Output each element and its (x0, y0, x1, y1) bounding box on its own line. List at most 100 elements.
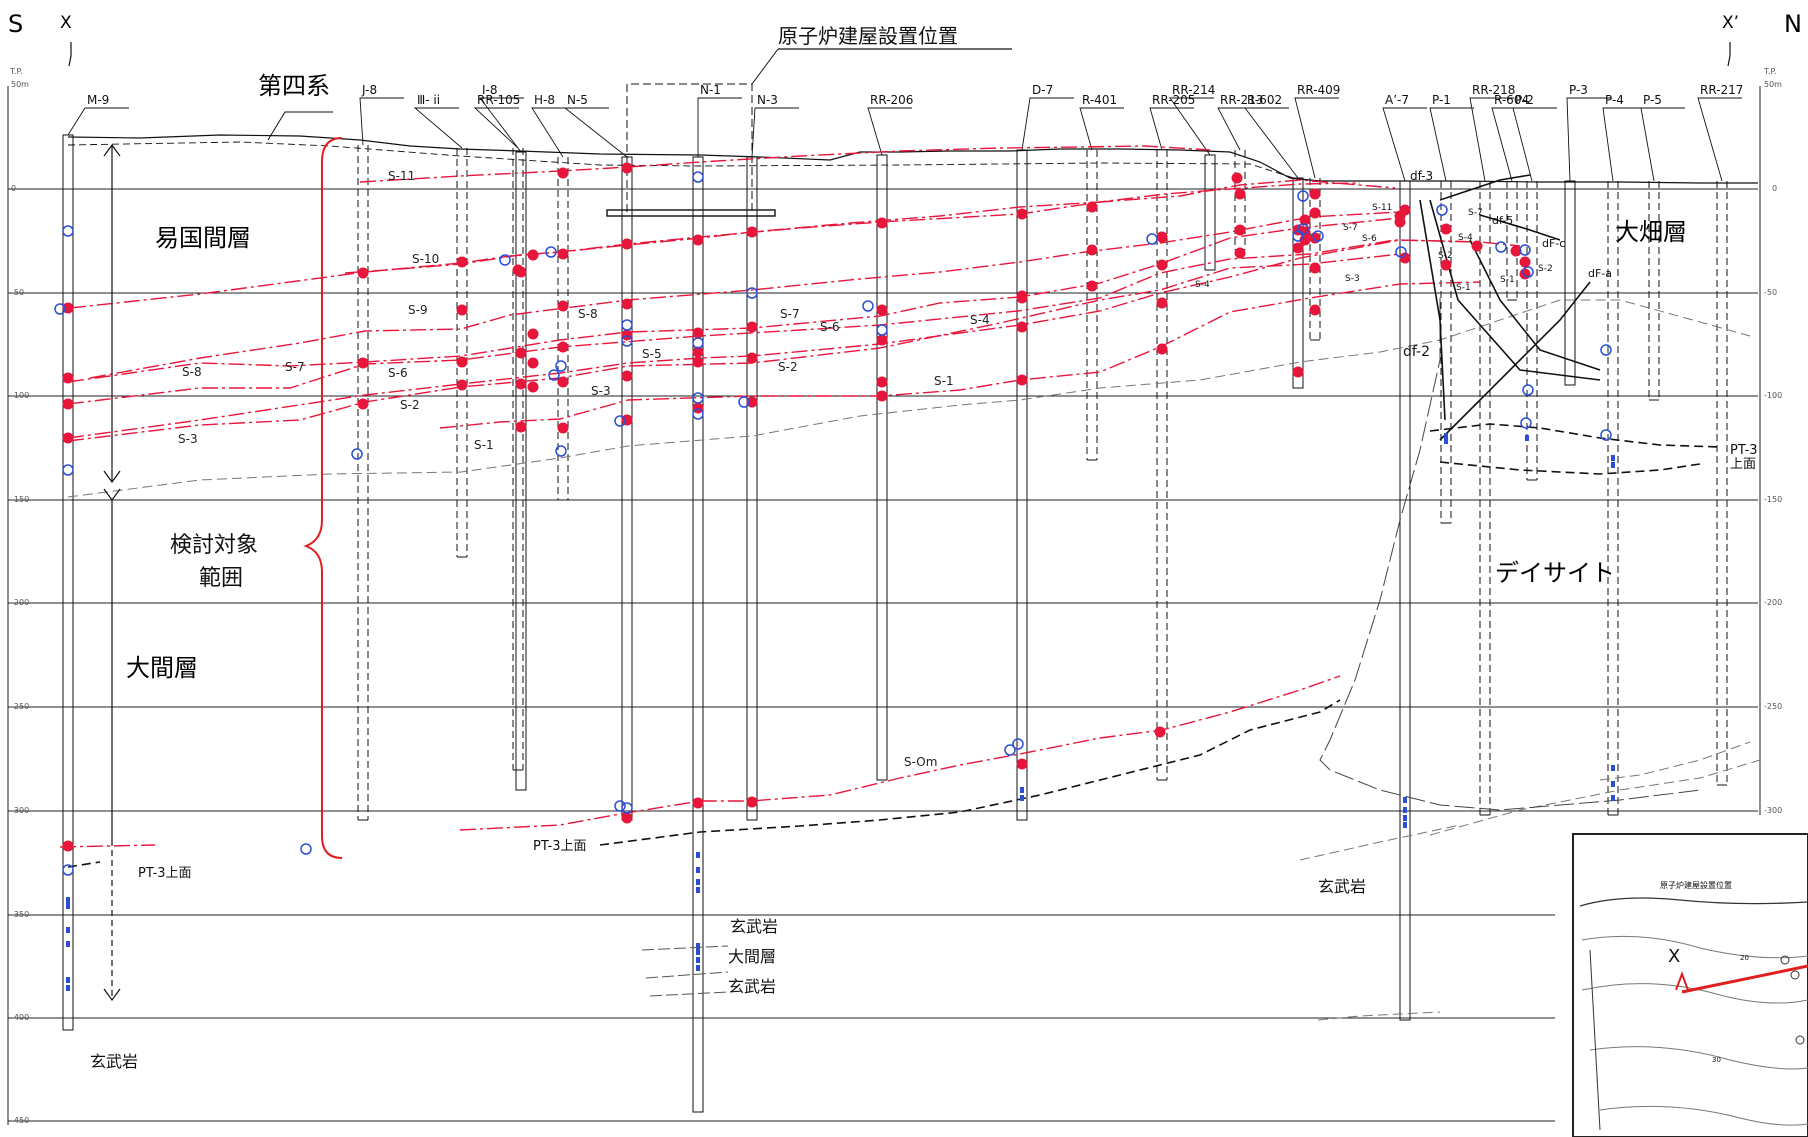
layer-label-s7-right: S-7 (1343, 223, 1358, 233)
tuff-sample-marker (876, 217, 888, 229)
tuff-sample-marker (1086, 244, 1098, 256)
borehole-1: M-9 (62, 93, 129, 1031)
tuff-sample-marker (1519, 256, 1531, 268)
borehole-8: N-1 (692, 83, 742, 1113)
tuff-sample-marker (621, 812, 633, 824)
core-sample-point (66, 985, 70, 991)
tuff-sample-marker (1510, 245, 1522, 257)
core-sample-point (66, 927, 70, 933)
elevation-grid (7, 86, 1761, 1125)
tick-left: -100 (11, 391, 29, 400)
tuff-sample-marker (1309, 188, 1321, 200)
layer-label-s6-right: S-6 (1362, 234, 1377, 244)
tuff-sample-marker (1440, 223, 1452, 235)
borehole-18: A’-7 (1382, 93, 1427, 1021)
tuff-sample-marker (621, 238, 633, 250)
tuff-sample-marker (1016, 208, 1028, 220)
sample-location-marker (555, 445, 567, 457)
section-mark-tick-right (1727, 42, 1731, 67)
layer-label-s3-mid: S-3 (591, 384, 611, 398)
sample-location-marker (1297, 190, 1309, 202)
tuff-sample-marker (357, 267, 369, 279)
tuff-sample-marker (692, 234, 704, 246)
tuff-sample-marker (746, 321, 758, 333)
basalt-label-left: 玄武岩 (90, 1052, 138, 1071)
tuff-sample-marker (557, 300, 569, 312)
tuff-sample-marker (1440, 259, 1452, 271)
fault-label-dfa: dF-a (1588, 267, 1612, 280)
borehole-10: RR-206 (867, 93, 913, 781)
sample-location-marker (62, 464, 74, 476)
sample-location-marker (54, 303, 66, 315)
layer-labels: S-11 S-10 S-9 S-8 S-8 S-7 S-7 S-6 S-6 S-… (178, 169, 1553, 769)
layer-label-s9: S-9 (408, 303, 428, 317)
tick-left: -350 (11, 910, 29, 919)
tuff-sample-marker (876, 390, 888, 402)
core-sample-point (1444, 438, 1448, 444)
tuff-sample-marker (621, 370, 633, 382)
tuff-sample-marker (1519, 268, 1531, 280)
section-mark-x-prime: X’ (1722, 13, 1739, 33)
borehole-5: I-8 (479, 83, 527, 791)
tuff-sample-marker (746, 796, 758, 808)
tuff-sample-marker (1299, 214, 1311, 226)
tuff-sample-marker (1234, 247, 1246, 259)
tuff-sample-marker (456, 256, 468, 268)
tuff-sample-marker (62, 840, 74, 852)
tuff-sample-marker (1234, 224, 1246, 236)
core-sample-point (1403, 815, 1407, 821)
layer-label-s6: S-6 (820, 320, 840, 334)
tuff-sample-marker (456, 356, 468, 368)
borehole-13: RR-205 (1149, 93, 1195, 781)
reactor-building: 原子炉建屋設置位置 (606, 24, 1012, 217)
borehole-label: RR-218 (1472, 83, 1515, 97)
borehole-7: N-5 (563, 93, 633, 821)
tuff-sample-marker (692, 346, 704, 358)
sample-location-marker (1522, 266, 1534, 278)
layer-label-s2: S-2 (778, 360, 798, 374)
tick-right: -200 (1764, 598, 1782, 607)
tuff-sample-marker (621, 414, 633, 426)
borehole-6: H-8 (531, 93, 576, 501)
layer-label-s4-right: S-4 (1195, 280, 1210, 290)
core-sample-point (1611, 781, 1615, 787)
sample-location-marker (692, 171, 704, 183)
tuff-sample-marker (1309, 232, 1321, 244)
sample-location-marker (1146, 233, 1158, 245)
tuff-sample-marker (746, 396, 758, 408)
layer-label-s2-right: S-2 (1438, 251, 1453, 261)
tuff-sample-marker (1292, 242, 1304, 254)
core-sample-point (696, 949, 700, 955)
layer-label-s2-left: S-2 (400, 398, 420, 412)
tuff-sample-marker (746, 226, 758, 238)
sample-location-marker (62, 225, 74, 237)
sample-location-marker (738, 396, 750, 408)
borehole-label: A’-7 (1385, 93, 1409, 107)
pt3-top-label-right: 上面 (1730, 457, 1756, 472)
core-sample-point (1611, 462, 1615, 468)
tuff-sample-marker (557, 167, 569, 179)
tuff-sample-marker (357, 357, 369, 369)
tick-left: -300 (11, 806, 29, 815)
borehole-label: RR-214 (1172, 83, 1215, 97)
layer-label-s2-east: S-2 (1538, 264, 1553, 274)
formation-ohata: 大畑層 (1615, 218, 1687, 246)
tuff-sample-marker (527, 249, 539, 261)
sample-markers (54, 162, 1615, 991)
borehole-label: P-1 (1432, 93, 1451, 107)
layer-label-s4-east: S-4 (1458, 233, 1473, 243)
tuff-sample-marker (456, 304, 468, 316)
pt3-top-label-left: PT-3上面 (138, 866, 192, 881)
basalt-label-lower: 玄武岩 (728, 977, 776, 996)
tick-left: -400 (11, 1013, 29, 1022)
borehole-label: H-8 (534, 93, 555, 107)
borehole-label: RR-213 (1220, 93, 1263, 107)
basalt-label-upper: 玄武岩 (730, 917, 778, 936)
sample-location-marker (621, 335, 633, 347)
tuff-sample-marker (557, 422, 569, 434)
tick-right: -100 (1764, 391, 1782, 400)
tuff-sample-marker (1156, 259, 1168, 271)
tuff-sample-marker (1231, 172, 1243, 184)
tuff-sample-marker (1086, 280, 1098, 292)
